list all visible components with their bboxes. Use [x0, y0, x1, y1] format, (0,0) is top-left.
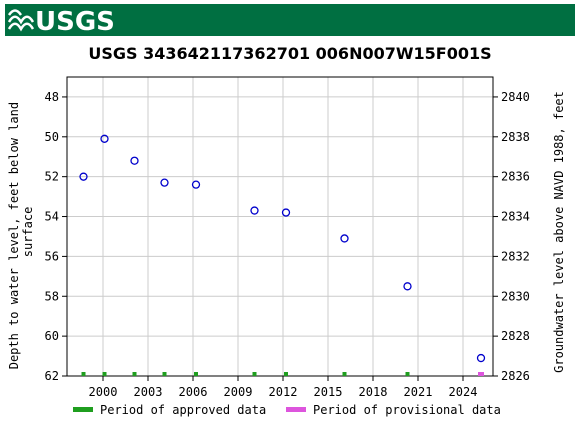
data-point	[403, 282, 412, 291]
y-right-tick-label: 2840	[501, 90, 530, 104]
x-tick-label: 2006	[179, 385, 208, 399]
y-right-tick-label: 2830	[501, 289, 530, 303]
data-point	[476, 353, 486, 363]
plot-area	[67, 77, 493, 376]
x-tick-label: 2009	[224, 385, 253, 399]
x-axis: 2000 2003 2006 2009 2012 2015 2018 2021 2024	[89, 376, 478, 399]
y-left-tick-label: 56	[45, 249, 59, 263]
approved-period-marker	[102, 372, 107, 376]
legend-swatch-approved	[73, 407, 93, 412]
y-axis-left: 48 50 52 54 56 58 60 62	[45, 90, 67, 383]
y-right-tick-label: 2838	[501, 130, 530, 144]
y-right-tick-label: 2826	[501, 369, 530, 383]
legend-label-provisional: Period of provisional data	[313, 403, 501, 417]
y-left-tick-label: 58	[45, 289, 59, 303]
usgs-logo-text: USGS	[35, 7, 115, 37]
x-tick-label: 2021	[404, 385, 433, 399]
legend: Period of approved data Period of provis…	[73, 403, 501, 417]
approved-period-marker	[162, 372, 167, 376]
data-point	[130, 156, 139, 165]
data-point	[281, 208, 291, 217]
approved-period-marker	[284, 372, 288, 376]
y-left-tick-label: 62	[45, 369, 59, 383]
y-left-tick-label: 52	[45, 170, 59, 184]
y-right-tick-label: 2828	[501, 329, 530, 343]
y-right-tick-label: 2832	[501, 249, 530, 263]
y-left-tick-label: 48	[45, 90, 59, 104]
x-tick-label: 2018	[359, 385, 388, 399]
x-tick-label: 2003	[134, 385, 163, 399]
y-axis-right: 2840 2838 2836 2834 2832 2830 2828 2826	[493, 90, 530, 383]
grid-lines	[67, 77, 493, 377]
header-bar	[5, 4, 575, 36]
x-tick-label: 2000	[89, 385, 118, 399]
x-tick-label: 2024	[449, 385, 478, 399]
approved-period-marker	[405, 372, 410, 376]
x-tick-label: 2012	[269, 385, 298, 399]
approved-period-marker	[342, 372, 347, 376]
data-point	[250, 206, 259, 215]
approved-period-marker	[132, 372, 137, 376]
usgs-logo-icon	[7, 9, 35, 32]
data-points	[79, 134, 486, 363]
y-axis-left-title: Depth to water level, feet below land su…	[7, 95, 35, 370]
data-point	[191, 180, 201, 189]
approved-period-marker	[252, 372, 257, 376]
legend-label-approved: Period of approved data	[100, 403, 266, 417]
y-left-tick-label: 60	[45, 329, 59, 343]
y-axis-right-title: Groundwater level above NAVD 1988, feet	[552, 91, 566, 373]
legend-swatch-provisional	[286, 407, 306, 412]
data-point	[160, 178, 169, 187]
y-left-tick-label: 50	[45, 130, 59, 144]
period-markers	[81, 372, 484, 376]
y-right-tick-label: 2834	[501, 210, 530, 224]
x-tick-label: 2015	[314, 385, 343, 399]
plot-frame	[66, 76, 494, 377]
provisional-period-marker	[478, 372, 484, 376]
y-right-tick-label: 2836	[501, 170, 530, 184]
data-point	[100, 134, 109, 143]
usgs-logo: USGS	[7, 7, 115, 37]
approved-period-marker	[81, 372, 86, 376]
data-point	[79, 172, 88, 181]
approved-period-marker	[194, 372, 198, 376]
chart-title: USGS 343642117362701 006N007W15F001S	[88, 44, 491, 63]
data-point	[340, 234, 349, 243]
y-left-tick-label: 54	[45, 210, 59, 224]
